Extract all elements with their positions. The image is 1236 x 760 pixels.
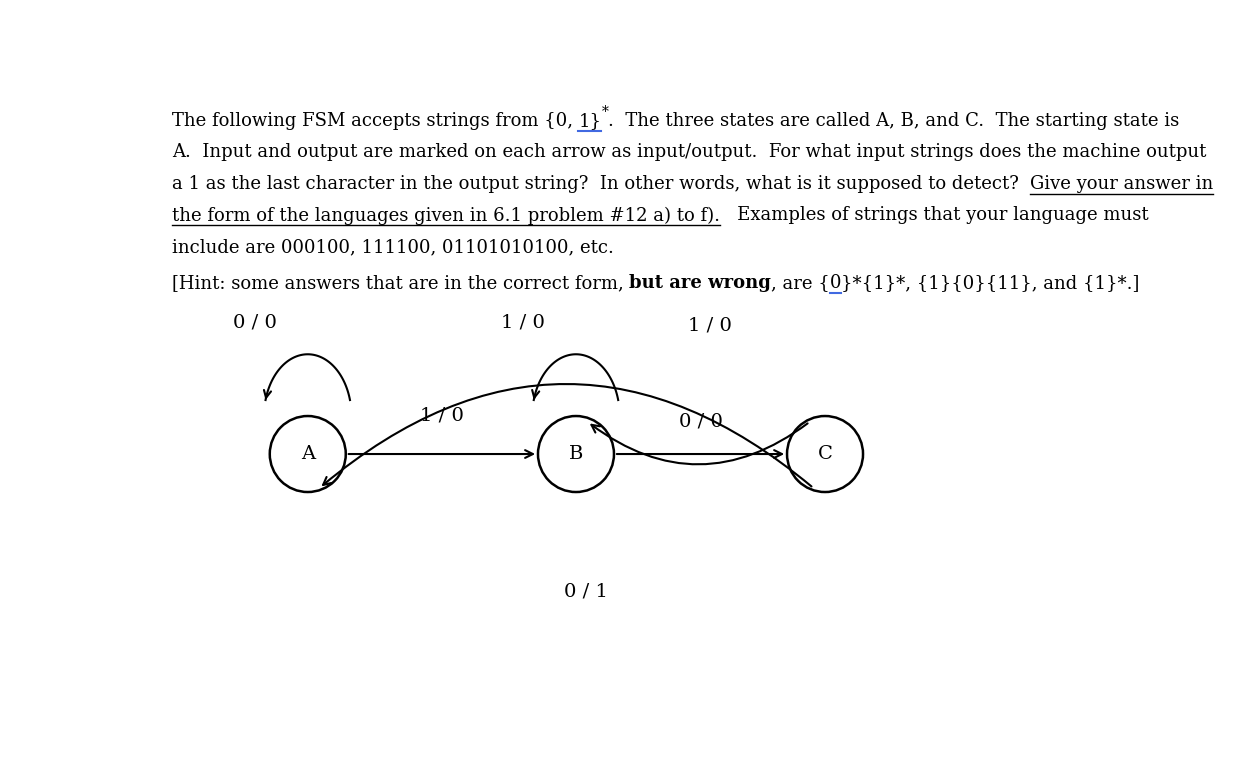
- Text: 0 / 0: 0 / 0: [234, 313, 277, 331]
- Text: a 1 as the last character in the output string?  In other words, what is it supp: a 1 as the last character in the output …: [172, 175, 1030, 193]
- Text: include are 000100, 111100, 01101010100, etc.: include are 000100, 111100, 01101010100,…: [172, 238, 613, 256]
- Text: , are {: , are {: [771, 274, 829, 293]
- FancyArrowPatch shape: [592, 423, 807, 464]
- Text: Give your answer in: Give your answer in: [1030, 175, 1214, 193]
- Text: 0 / 0: 0 / 0: [679, 413, 722, 431]
- FancyArrowPatch shape: [349, 450, 533, 458]
- Text: C: C: [817, 445, 833, 463]
- Text: *: *: [602, 105, 608, 119]
- Text: .  The three states are called A, B, and C.  The starting state is: . The three states are called A, B, and …: [608, 112, 1179, 130]
- FancyArrowPatch shape: [617, 450, 782, 458]
- Text: Examples of strings that your language must: Examples of strings that your language m…: [719, 207, 1148, 224]
- Text: 1 / 0: 1 / 0: [502, 313, 545, 331]
- Text: but are wrong: but are wrong: [629, 274, 771, 293]
- Text: 0 / 1: 0 / 1: [564, 583, 607, 600]
- Text: The following FSM accepts strings from {0,: The following FSM accepts strings from {…: [172, 112, 578, 130]
- Text: }*{1}*, {1}{0}{11}, and {1}*.]: }*{1}*, {1}{0}{11}, and {1}*.]: [842, 274, 1140, 293]
- Text: 0: 0: [829, 274, 842, 293]
- FancyArrowPatch shape: [323, 384, 812, 486]
- Text: A.  Input and output are marked on each arrow as input/output.  For what input s: A. Input and output are marked on each a…: [172, 144, 1206, 161]
- Text: 1 / 0: 1 / 0: [688, 316, 732, 334]
- Text: A: A: [300, 445, 315, 463]
- Text: the form of the languages given in 6.1 problem #12 a) to f).: the form of the languages given in 6.1 p…: [172, 207, 719, 225]
- Text: 1}: 1}: [578, 112, 602, 130]
- Text: B: B: [569, 445, 583, 463]
- Text: [Hint: some answers that are in the correct form,: [Hint: some answers that are in the corr…: [172, 274, 629, 293]
- Text: 1 / 0: 1 / 0: [420, 407, 464, 425]
